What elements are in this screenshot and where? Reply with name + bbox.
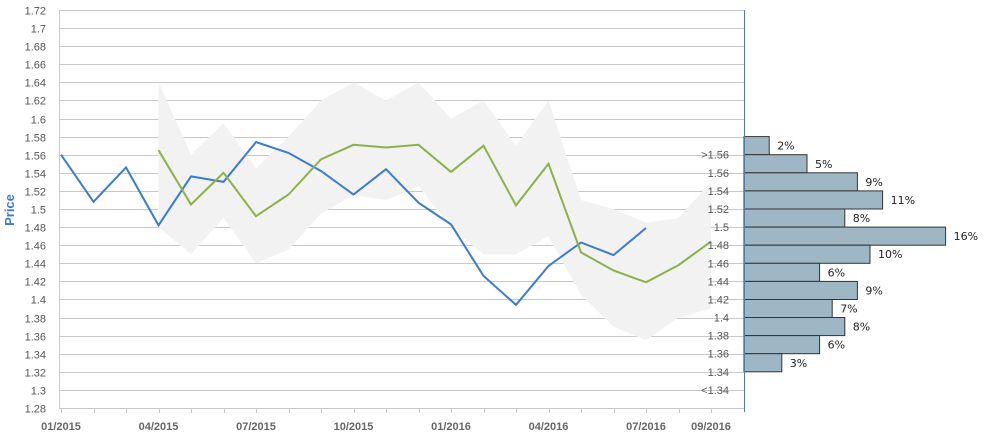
histogram-percent-label: 5% (815, 158, 832, 171)
histogram-bin-label: 1.36 (708, 349, 729, 361)
axes: 1.28 1.3 1.32 1.34 1.36 1.38 1.4 1.42 1.44 1.46 1.… (25, 6, 745, 433)
y-tick-label: 1.34 (25, 350, 46, 362)
histogram-bin-label: 1.56 (708, 168, 729, 180)
histogram-bin-label: <1.34 (701, 385, 729, 397)
x-tick-label: 09/2016 (691, 421, 731, 433)
histogram-bin-label: 1.52 (708, 204, 729, 216)
histogram-bar (743, 172, 858, 192)
series-lines (60, 140, 712, 307)
histogram-bin-label: >1.56 (701, 150, 729, 162)
x-tick-label: 07/2016 (626, 421, 666, 433)
histogram-bar (743, 154, 808, 174)
x-tick-label: 04/2016 (529, 421, 569, 433)
y-tick-label: 1.46 (25, 241, 46, 253)
x-tick-label: 10/2015 (334, 421, 374, 433)
y-tick-label: 1.6 (31, 115, 46, 127)
histogram-bar (743, 317, 846, 337)
histogram-bar (743, 244, 871, 264)
histogram-bar (743, 280, 858, 300)
y-tick-label: 1.4 (31, 295, 46, 307)
y-tick-label: 1.28 (25, 404, 46, 416)
histogram-bin-label: 1.5 (714, 222, 729, 234)
histogram-bar (743, 353, 783, 373)
histogram-percent-label: 6% (828, 339, 845, 352)
y-tick-label: 1.42 (25, 277, 46, 289)
series-line-actual (60, 140, 647, 307)
histogram-percent-label: 8% (853, 321, 870, 334)
y-tick-label: 1.48 (25, 223, 46, 235)
y-tick-label: 1.5 (31, 205, 46, 217)
y-tick-label: 1.54 (25, 169, 46, 181)
y-tick-label: 1.68 (25, 42, 46, 54)
y-tick-label: 1.3 (31, 386, 46, 398)
y-tick-label: 1.56 (25, 151, 46, 163)
y-tick-label: 1.66 (25, 60, 46, 72)
x-tick-label: 04/2015 (139, 421, 179, 433)
y-tick-label: 1.58 (25, 133, 46, 145)
y-tick-label: 1.32 (25, 368, 46, 380)
histogram-percent-label: 8% (853, 212, 870, 225)
x-tick-label: 01/2015 (41, 421, 81, 433)
y-tick-label: 1.7 (31, 24, 46, 36)
histogram-percent-label: 2% (777, 140, 794, 153)
confidence-band (158, 82, 711, 341)
histogram-bin-label: 1.44 (708, 276, 729, 288)
y-axis-label: Price (2, 194, 17, 226)
histogram-bin-label: 1.42 (708, 294, 729, 306)
x-tick-label: 07/2015 (236, 421, 276, 433)
y-tick-label: 1.72 (25, 6, 46, 18)
histogram-bin-label: 1.34 (708, 367, 729, 379)
histogram-bar (743, 190, 884, 210)
series-line-forecast (157, 143, 712, 284)
y-tick-label: 1.44 (25, 259, 46, 271)
histogram-bar (743, 299, 833, 319)
y-tick-label: 1.38 (25, 314, 46, 326)
histogram-bar (743, 335, 821, 355)
histogram-bar (743, 208, 846, 228)
confidence-band-area (158, 82, 711, 341)
histogram-bin-label: 1.4 (714, 313, 729, 325)
histogram-bar (743, 226, 947, 246)
y-tick-label: 1.36 (25, 332, 46, 344)
histogram-bin-label: 1.46 (708, 258, 729, 270)
histogram-bin-label: 1.38 (708, 331, 729, 343)
histogram-bin-label: 1.54 (708, 186, 729, 198)
histogram-bin-label: 1.48 (708, 240, 729, 252)
histogram-percent-label: 16% (954, 230, 978, 243)
x-tick-label: 01/2016 (431, 421, 471, 433)
histogram-percent-label: 10% (878, 248, 902, 261)
histogram-percent-label: 11% (891, 194, 915, 207)
forecast-histogram: >1.56 2% 1.56 5% 1.54 9% 1.52 11% 1.5 8% 1.48 16% 1.… (701, 136, 978, 397)
histogram-bar (743, 136, 770, 156)
histogram-percent-label: 9% (865, 284, 882, 297)
histogram-percent-label: 7% (840, 303, 857, 316)
histogram-percent-label: 3% (790, 357, 807, 370)
histogram-percent-label: 6% (828, 266, 845, 279)
y-tick-label: 1.64 (25, 78, 46, 90)
y-tick-label: 1.52 (25, 187, 46, 199)
histogram-bar (743, 262, 821, 282)
histogram-percent-label: 9% (865, 176, 882, 189)
y-tick-label: 1.62 (25, 96, 46, 108)
